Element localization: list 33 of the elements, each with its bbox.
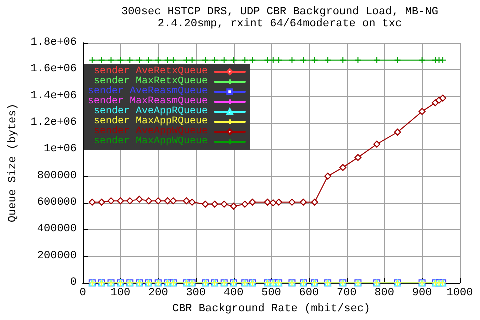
legend-label: sender MaxAppRQueue <box>94 116 208 128</box>
legend-label: sender AveReasmQueue <box>88 86 208 98</box>
y-tick-label: 1.6e+06 <box>30 64 77 76</box>
x-tick-label: 400 <box>224 288 244 300</box>
chart-title: 300sec HSTCP DRS, UDP CBR Background Load, MB-NG <box>122 6 438 18</box>
y-tick-label: 200000 <box>37 250 77 262</box>
x-tick-label: 800 <box>374 288 395 300</box>
y-tick-label: 1.2e+06 <box>30 117 77 130</box>
y-tick-label: 0 <box>70 277 77 290</box>
legend-label: sender AveAppWQueue <box>94 126 208 138</box>
legend-label: sender AveAppRQueue <box>94 106 208 118</box>
y-tick-label: 800000 <box>37 170 77 182</box>
x-tick-label: 200 <box>148 288 168 300</box>
legend-label: sender MaxRetxQueue <box>94 76 208 88</box>
y-tick-label: 1.8e+06 <box>30 37 77 49</box>
x-tick-label: 700 <box>336 288 357 300</box>
x-tick-label: 900 <box>412 288 432 300</box>
legend-label: sender MaxAppWQueue <box>94 136 208 148</box>
y-axis-title: Queue Size (bytes) <box>8 104 20 222</box>
x-tick-label: 600 <box>299 288 320 300</box>
chart-subtitle: 2.4.20smp, rxint 64/64moderate on txc <box>158 18 402 30</box>
x-axis-title: CBR Background Rate (mbit/sec) <box>172 304 371 316</box>
y-tick-label: 1e+06 <box>44 144 77 156</box>
legend-label: sender AveRetxQueue <box>94 66 208 78</box>
y-tick-label: 1.4e+06 <box>30 90 77 102</box>
x-tick-label: 100 <box>110 288 131 300</box>
y-tick-label: 600000 <box>37 197 77 210</box>
legend-label: sender MaxReasmQueue <box>88 96 208 108</box>
x-tick-label: 500 <box>262 288 282 300</box>
y-tick-label: 400000 <box>37 224 77 236</box>
x-tick-label: 0 <box>80 288 86 300</box>
x-tick-label: 300 <box>186 288 206 300</box>
x-tick-label: 1000 <box>446 288 474 300</box>
